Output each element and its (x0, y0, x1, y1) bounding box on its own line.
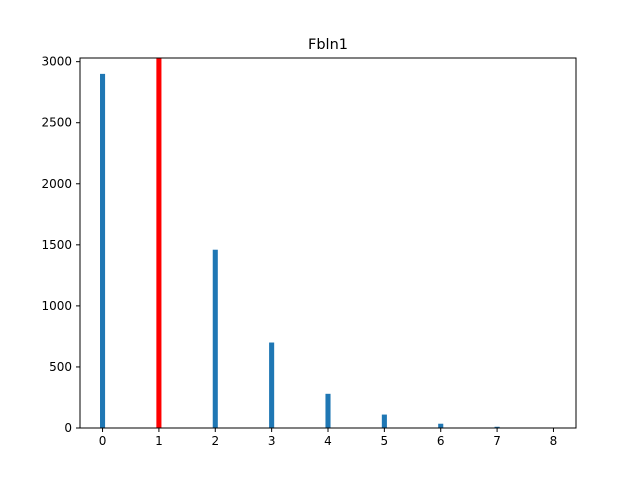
histogram-bar (212, 249, 218, 428)
bars-group (100, 73, 556, 429)
histogram-bar (381, 414, 387, 428)
y-tick-label: 3000 (41, 55, 72, 69)
y-tick-label: 2000 (41, 177, 72, 191)
y-tick-label: 1500 (41, 238, 72, 252)
x-tick-label: 0 (99, 434, 107, 448)
x-tick-label: 2 (211, 434, 219, 448)
x-tick-label: 1 (155, 434, 163, 448)
x-tick-label: 4 (324, 434, 332, 448)
plot-frame (79, 57, 577, 429)
x-tick-label: 8 (550, 434, 558, 448)
x-tick-label: 7 (493, 434, 501, 448)
histogram-bar (100, 73, 106, 429)
y-axis: 0 500 1000 1500 2000 2500 3000 (41, 55, 80, 435)
histogram-bar (269, 342, 275, 428)
chart-title: Fbln1 (308, 37, 348, 53)
y-tick-label: 0 (64, 421, 72, 435)
histogram-bar (494, 426, 500, 428)
histogram-bar (325, 393, 331, 428)
highlight-group (156, 58, 162, 428)
histogram-bar (438, 423, 444, 428)
y-tick-label: 1000 (41, 299, 72, 313)
x-tick-label: 6 (437, 434, 445, 448)
x-tick-label: 5 (381, 434, 389, 448)
highlight-bar (156, 58, 162, 428)
x-axis: 0 1 2 3 4 5 6 7 8 (99, 428, 558, 448)
y-tick-label: 2500 (41, 116, 72, 130)
y-tick-label: 500 (49, 360, 72, 374)
x-tick-label: 3 (268, 434, 276, 448)
